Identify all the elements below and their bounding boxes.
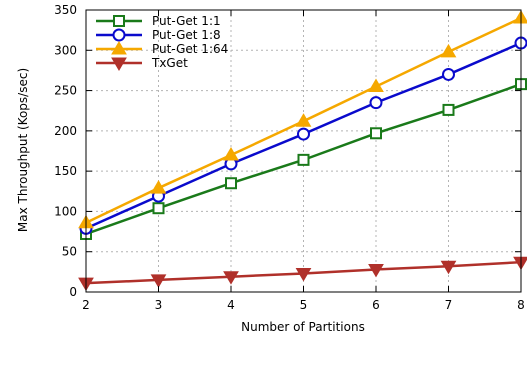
y-tick-label: 0: [69, 285, 77, 299]
legend-swatch-marker: [113, 15, 125, 27]
x-tick-label: 7: [445, 298, 453, 312]
x-tick-label: 6: [372, 298, 380, 312]
y-tick-label: 150: [54, 164, 77, 178]
y-tick-label: 250: [54, 84, 77, 98]
data-point: [370, 127, 382, 140]
y-axis-title: Max Throughput (Kops/sec): [16, 68, 30, 232]
legend-swatch-marker: [111, 57, 127, 71]
series-4: [78, 256, 527, 292]
legend-label: TxGet: [151, 56, 188, 70]
x-tick-label: 5: [300, 298, 308, 312]
legend-swatch-marker: [112, 28, 126, 42]
legend-item: Put-Get 1:8: [96, 28, 221, 42]
y-tick-label: 50: [62, 245, 77, 259]
legend-label: Put-Get 1:64: [152, 42, 228, 56]
x-tick-label: 4: [227, 298, 235, 312]
data-point: [368, 263, 384, 278]
legend-label: Put-Get 1:1: [152, 14, 221, 28]
data-point: [295, 113, 312, 127]
data-point: [442, 103, 455, 116]
legend-item: Put-Get 1:1: [96, 14, 221, 28]
x-tick-label: 2: [82, 298, 90, 312]
y-axis: 0 50 100 150 200 250 300 350: [54, 3, 521, 299]
legend-item: Put-Get 1:64: [96, 41, 228, 56]
x-tick-label: 3: [155, 298, 163, 312]
data-point: [150, 180, 167, 194]
legend-item: TxGet: [96, 56, 188, 71]
y-tick-label: 100: [54, 204, 77, 218]
data-point: [297, 127, 310, 141]
data-point: [150, 274, 167, 288]
y-tick-label: 350: [54, 3, 77, 17]
y-tick-label: 200: [54, 124, 77, 138]
data-point: [295, 267, 312, 282]
data-point: [442, 67, 455, 81]
data-point: [440, 260, 457, 275]
data-point: [440, 43, 457, 58]
data-point: [368, 78, 384, 93]
series-layer: [78, 10, 527, 292]
x-axis: 2 3 4 5 6 7 8: [82, 10, 525, 312]
legend-swatch-marker: [111, 41, 127, 55]
data-point: [225, 177, 237, 190]
series-3: [78, 10, 527, 229]
legend-label: Put-Get 1:8: [152, 28, 221, 42]
data-point: [152, 202, 165, 215]
x-axis-title: Number of Partitions: [241, 320, 365, 334]
data-point: [369, 96, 383, 110]
data-point: [297, 153, 310, 166]
data-point: [223, 147, 239, 161]
x-tick-label: 8: [517, 298, 525, 312]
y-tick-label: 300: [54, 43, 77, 57]
data-point: [223, 271, 239, 285]
